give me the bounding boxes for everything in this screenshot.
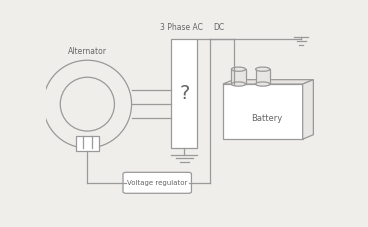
Text: ?: ?	[179, 84, 190, 103]
Text: Voltage regulator: Voltage regulator	[127, 180, 187, 186]
Polygon shape	[302, 80, 314, 139]
Polygon shape	[223, 80, 314, 84]
Ellipse shape	[256, 67, 270, 71]
Ellipse shape	[231, 82, 246, 86]
FancyBboxPatch shape	[231, 69, 246, 84]
FancyBboxPatch shape	[256, 69, 270, 84]
FancyBboxPatch shape	[76, 136, 99, 151]
Ellipse shape	[231, 67, 246, 71]
Text: Alternator: Alternator	[68, 47, 107, 56]
Text: 3 Phase AC: 3 Phase AC	[160, 23, 203, 32]
FancyBboxPatch shape	[123, 172, 191, 193]
Text: DC: DC	[213, 23, 224, 32]
Text: Battery: Battery	[251, 114, 282, 123]
FancyBboxPatch shape	[171, 39, 197, 148]
Ellipse shape	[256, 82, 270, 86]
FancyBboxPatch shape	[223, 84, 302, 139]
